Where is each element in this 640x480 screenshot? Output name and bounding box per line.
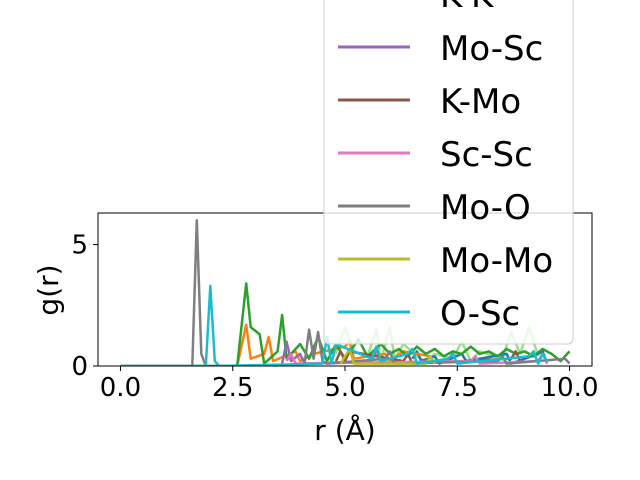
legend-label: K-K	[440, 0, 495, 16]
series-line-mo-mo	[339, 347, 436, 365]
x-tick-label: 2.5	[212, 373, 253, 403]
series-line-o-sc	[120, 284, 549, 366]
legend-label: Mo-Mo	[440, 241, 553, 281]
series-line-mo-o	[120, 219, 571, 366]
legend-label: Mo-Sc	[440, 29, 543, 69]
y-axis: 05	[71, 231, 98, 382]
legend-label: O-Sc	[440, 294, 520, 334]
x-axis-label: r (Å)	[314, 413, 375, 447]
x-axis: 0.0 2.5 5.0 7.5 10.0	[100, 366, 599, 403]
x-tick-label: 7.5	[437, 373, 478, 403]
x-tick-label: 0.0	[100, 373, 141, 403]
y-tick-label: 5	[71, 231, 88, 261]
y-tick-label: 0	[71, 352, 88, 382]
legend-label: Mo-O	[440, 188, 531, 228]
legend-label: K-Mo	[440, 82, 521, 122]
series-line-k-mo	[334, 350, 522, 365]
x-tick-label: 5.0	[324, 373, 365, 403]
series-layer	[120, 219, 571, 366]
x-tick-label: 10.0	[541, 373, 599, 403]
series-line-unlabeled-2	[120, 282, 571, 366]
legend: K-K Mo-Sc K-Mo Sc-Sc Mo-O Mo-Mo O-Sc	[323, 0, 574, 345]
y-axis-label: g(r)	[32, 264, 65, 315]
legend-label: Sc-Sc	[440, 135, 533, 175]
